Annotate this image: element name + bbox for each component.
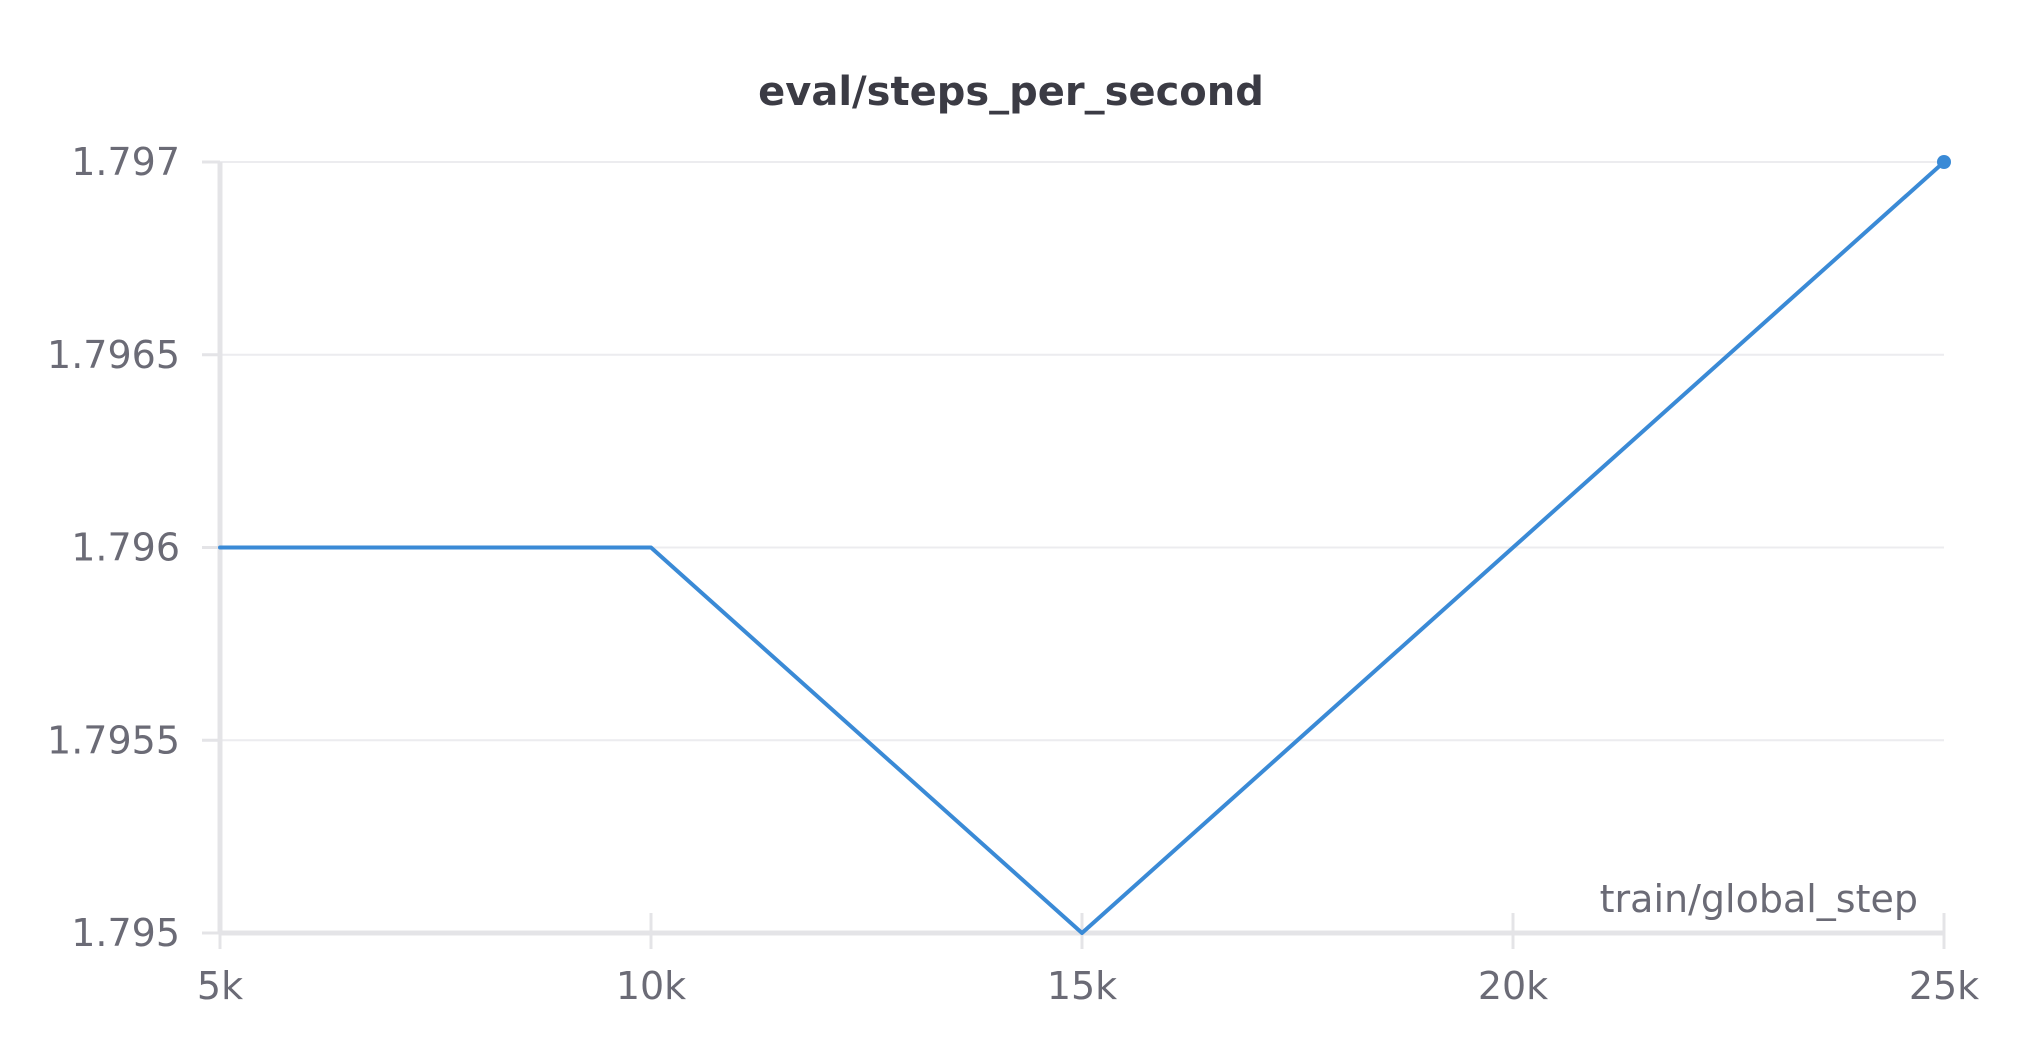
gridlines [220, 161, 1944, 742]
x-tick-label: 25k [1909, 964, 1979, 1008]
y-tick-label: 1.7955 [47, 718, 180, 762]
x-axis-label: train/global_step [1600, 877, 1918, 921]
x-tick-label: 15k [1047, 964, 1117, 1008]
y-tick-label: 1.797 [71, 140, 180, 184]
y-tick-label: 1.7965 [47, 333, 180, 377]
data-point [1937, 155, 1951, 169]
series-line [218, 160, 1946, 935]
y-tick-label: 1.796 [71, 526, 180, 570]
x-tick-label: 10k [616, 964, 686, 1008]
chart-title: eval/steps_per_second [758, 69, 1264, 115]
x-tick-label: 20k [1478, 964, 1548, 1008]
y-axis-ticks: 1.795 1.7955 1.796 1.7965 1.797 [47, 140, 220, 955]
x-axis-ticks: 5k 10k 15k 20k 25k [197, 913, 1979, 1008]
plot-area [218, 155, 1951, 935]
x-tick-label: 5k [197, 964, 243, 1008]
y-tick-label: 1.795 [71, 911, 180, 955]
